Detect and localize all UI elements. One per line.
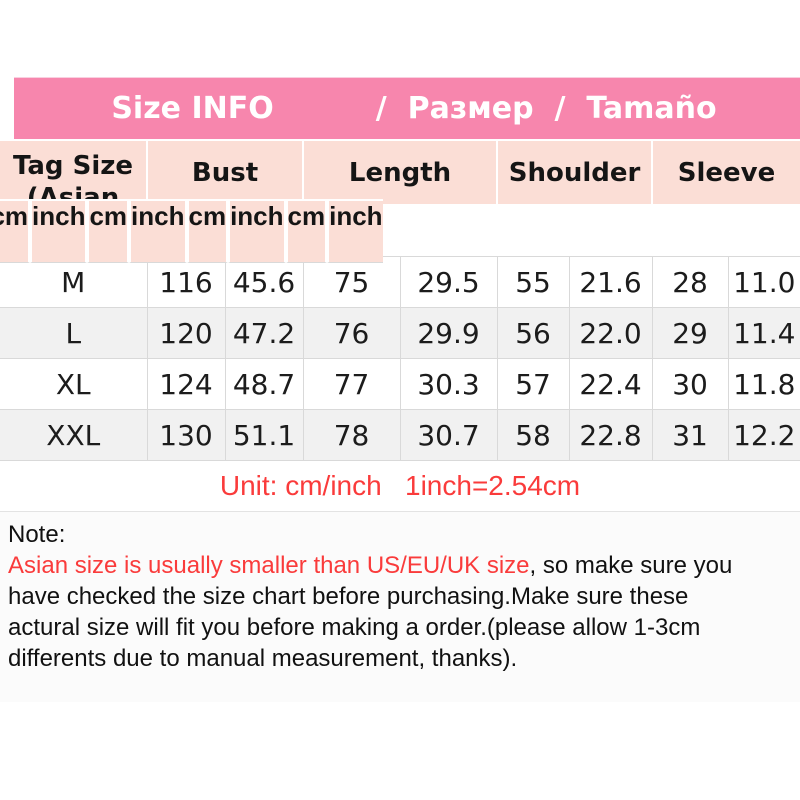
- value-cell: 22.0: [568, 307, 653, 359]
- size-cell: XL: [0, 358, 148, 410]
- unit-header-length-cm: cm: [87, 199, 130, 263]
- value-cell: 77: [302, 358, 401, 410]
- value-cell: 29: [651, 307, 729, 359]
- value-cell: 11.0: [727, 256, 800, 308]
- value-cell: 22.4: [568, 358, 653, 410]
- value-cell: 130: [146, 409, 226, 461]
- value-cell: 28: [651, 256, 729, 308]
- table-row-m: M 116 45.6 75 29.5 55 21.6 28 11.0: [0, 256, 800, 308]
- unit-header-length-inch: inch: [129, 199, 187, 263]
- top-margin: [0, 0, 800, 77]
- value-cell: 55: [496, 256, 570, 308]
- note-section: Note: Asian size is usually smaller than…: [0, 511, 800, 702]
- unit-header-sleeve-cm: cm: [285, 199, 328, 263]
- table-row-l: L 120 47.2 76 29.9 56 22.0 29 11.4: [0, 307, 800, 359]
- value-cell: 116: [146, 256, 226, 308]
- value-cell: 29.9: [399, 307, 498, 359]
- value-cell: 76: [302, 307, 401, 359]
- value-cell: 12.2: [727, 409, 800, 461]
- size-info-banner: Size INFO / Размер / Tamaño: [14, 77, 800, 139]
- unit-header-bust-cm: cm: [0, 199, 31, 263]
- unit-header-shoulder-cm: cm: [186, 199, 229, 263]
- note-line-2: Asian size is usually smaller than US/EU…: [8, 550, 792, 581]
- note-line-4: actural size will fit you before making …: [8, 614, 701, 641]
- table-row-xl: XL 124 48.7 77 30.3 57 22.4 30 11.8: [0, 358, 800, 410]
- unit-header-shoulder-inch: inch: [228, 199, 286, 263]
- value-cell: 78: [302, 409, 401, 461]
- value-cell: 75: [302, 256, 401, 308]
- value-cell: 30.7: [399, 409, 498, 461]
- value-cell: 57: [496, 358, 570, 410]
- note-line-3: have checked the size chart before purch…: [8, 583, 689, 610]
- value-cell: 120: [146, 307, 226, 359]
- note-line-2-rest: , so make sure you: [529, 552, 733, 579]
- bottom-margin: [0, 702, 800, 786]
- value-cell: 51.1: [224, 409, 304, 461]
- note-red-text: Asian size is usually smaller than US/EU…: [8, 552, 530, 579]
- value-cell: 21.6: [568, 256, 653, 308]
- value-cell: 45.6: [224, 256, 304, 308]
- value-cell: 22.8: [568, 409, 653, 461]
- table-header-unit-row: cm inch cm inch cm inch cm inch: [0, 199, 383, 263]
- value-cell: 30.3: [399, 358, 498, 410]
- banner-title-translations: / Размер / Tamaño: [375, 91, 717, 126]
- value-cell: 31: [651, 409, 729, 461]
- value-cell: 56: [496, 307, 570, 359]
- unit-conversion-note: Unit: cm/inch 1inch=2.54cm: [219, 470, 581, 501]
- table-header-group-row: Tag Size (Asian Size) Bust Length Should…: [0, 141, 800, 257]
- group-header-shoulder: Shoulder: [496, 141, 654, 206]
- table-row-xxl: XXL 130 51.1 78 30.7 58 22.8 31 12.2: [0, 409, 800, 461]
- group-header-length: Length: [302, 141, 499, 206]
- note-heading: Note:: [8, 521, 66, 548]
- value-cell: 124: [146, 358, 226, 410]
- group-header-sleeve: Sleeve: [651, 141, 800, 206]
- value-cell: 47.2: [224, 307, 304, 359]
- note-line-5: differents due to manual measurement, th…: [8, 645, 518, 672]
- size-chart-table: Tag Size (Asian Size) Bust Length Should…: [0, 141, 800, 461]
- size-cell: XXL: [0, 409, 148, 461]
- value-cell: 48.7: [224, 358, 304, 410]
- value-cell: 11.4: [727, 307, 800, 359]
- group-header-bust: Bust: [145, 141, 305, 206]
- value-cell: 11.8: [727, 358, 800, 410]
- size-cell: M: [0, 256, 148, 308]
- value-cell: 58: [496, 409, 570, 461]
- value-cell: 29.5: [399, 256, 498, 308]
- banner-title-main: Size INFO: [111, 91, 274, 126]
- unit-header-sleeve-inch: inch: [327, 199, 383, 263]
- unit-header-bust-inch: inch: [30, 199, 88, 263]
- size-cell: L: [0, 307, 148, 359]
- value-cell: 30: [651, 358, 729, 410]
